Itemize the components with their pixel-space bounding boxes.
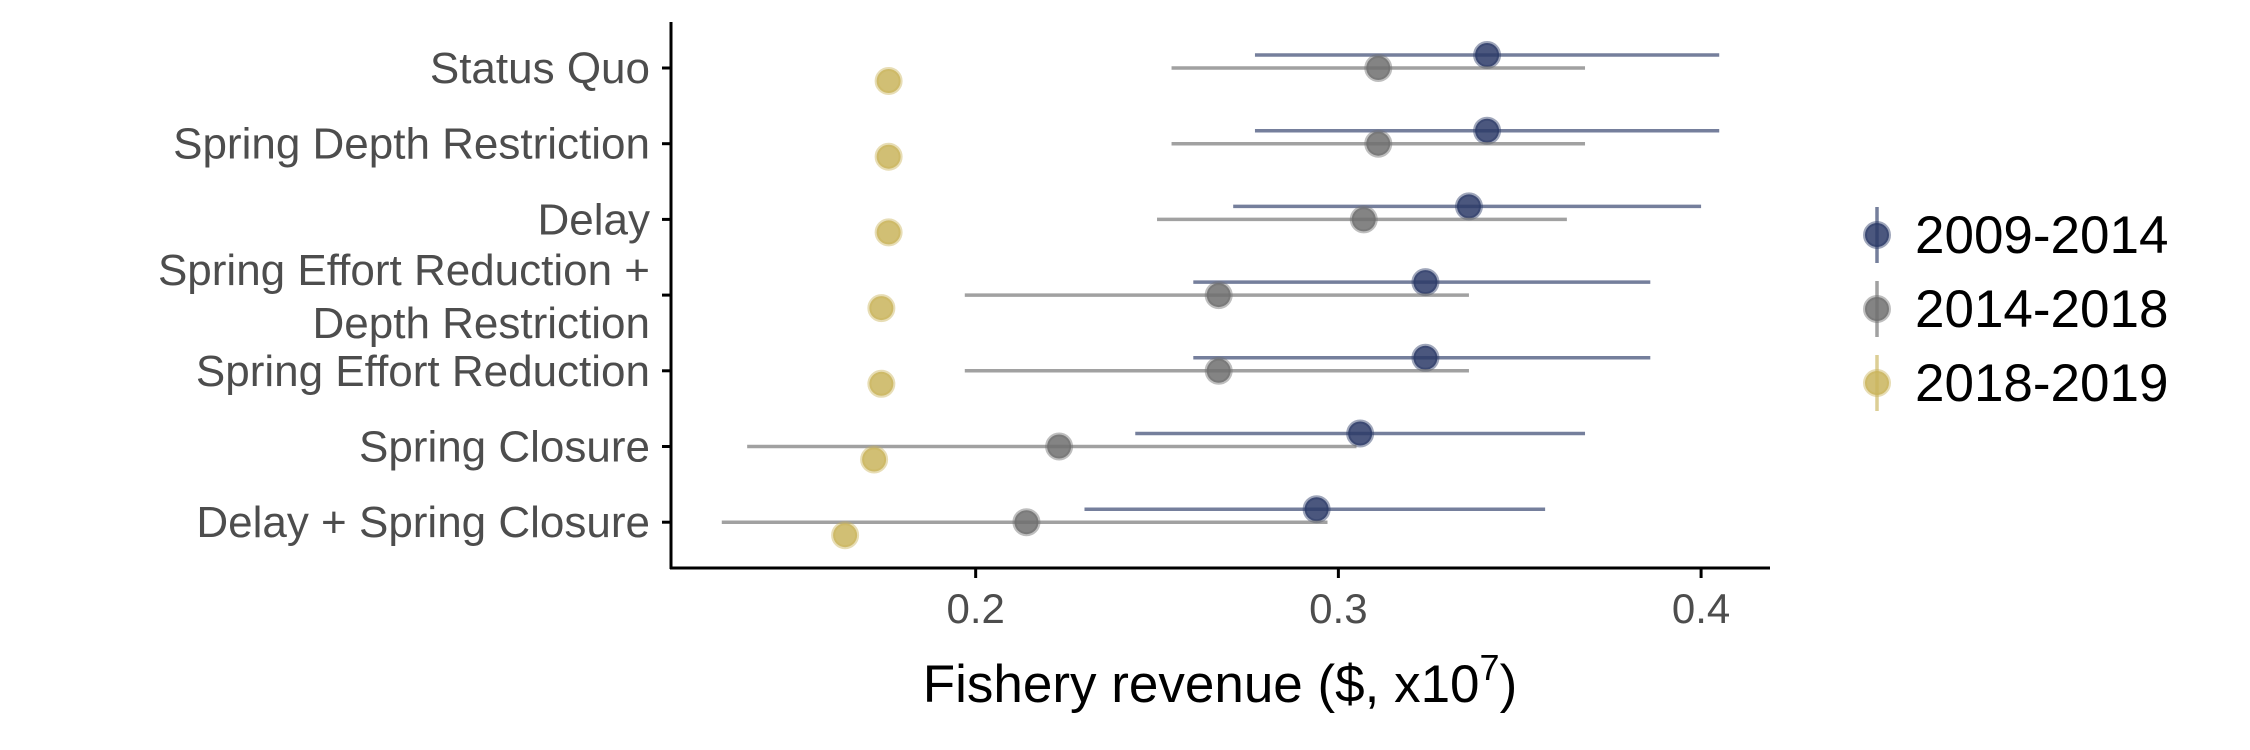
series-2009-2014	[1084, 41, 1720, 524]
x-axis-title-suffix: )	[1500, 655, 1518, 714]
data-point	[1045, 432, 1074, 461]
data-point	[1454, 192, 1483, 221]
data-point	[1364, 129, 1393, 158]
legend-label: 2009-2014	[1915, 206, 2168, 265]
y-tick-label: Delay	[538, 195, 651, 244]
plot-marks	[721, 41, 1720, 550]
data-point	[831, 521, 860, 550]
y-tick-label: Status Quo	[430, 44, 650, 93]
x-tick-label: 0.4	[1672, 585, 1730, 632]
y-tick-label: Delay + Spring Closure	[196, 498, 650, 547]
y-tick-label: Spring Effort Reduction +	[158, 246, 650, 295]
x-axis-title: Fishery revenue ($, x107)	[923, 647, 1517, 714]
x-axis-title-prefix: Fishery revenue ($, x10	[923, 655, 1480, 714]
data-point	[1204, 356, 1233, 385]
data-point	[867, 369, 896, 398]
legend-key-point	[1863, 221, 1891, 249]
legend-key-point	[1863, 295, 1891, 323]
data-point	[1411, 268, 1440, 297]
x-axis-ticks: 0.2 0.3 0.4	[946, 569, 1730, 632]
x-axis-title-superscript: 7	[1480, 647, 1500, 688]
series-2014-2018	[721, 54, 1586, 537]
data-point	[867, 294, 896, 323]
data-point	[860, 445, 889, 474]
data-point	[874, 67, 903, 95]
data-point	[1346, 419, 1375, 448]
y-tick-label: Spring Effort Reduction	[196, 347, 650, 396]
y-tick-label: Depth Restriction	[313, 299, 650, 348]
data-point	[1473, 41, 1502, 69]
data-point	[1302, 495, 1331, 524]
data-point	[1411, 343, 1440, 372]
data-point	[1204, 281, 1233, 310]
legend-item: 2014-2018	[1863, 280, 2168, 339]
y-tick-label: Spring Depth Restriction	[173, 120, 650, 169]
legend-label: 2014-2018	[1915, 280, 2168, 339]
data-point	[1012, 508, 1041, 537]
legend-key-point	[1863, 369, 1891, 397]
legend: 2009-2014 2014-2018 2018-2019	[1863, 206, 2168, 413]
data-point	[1364, 54, 1393, 82]
legend-item: 2009-2014	[1863, 206, 2168, 265]
x-tick-label: 0.2	[946, 585, 1004, 632]
series-2018-2019	[831, 67, 903, 550]
data-point	[1473, 116, 1502, 145]
x-tick-label: 0.3	[1309, 585, 1367, 632]
legend-label: 2018-2019	[1915, 354, 2168, 413]
data-point	[874, 142, 903, 171]
y-tick-label: Spring Closure	[359, 423, 650, 472]
data-point	[874, 218, 903, 247]
legend-item: 2018-2019	[1863, 354, 2168, 413]
data-point	[1349, 205, 1378, 234]
